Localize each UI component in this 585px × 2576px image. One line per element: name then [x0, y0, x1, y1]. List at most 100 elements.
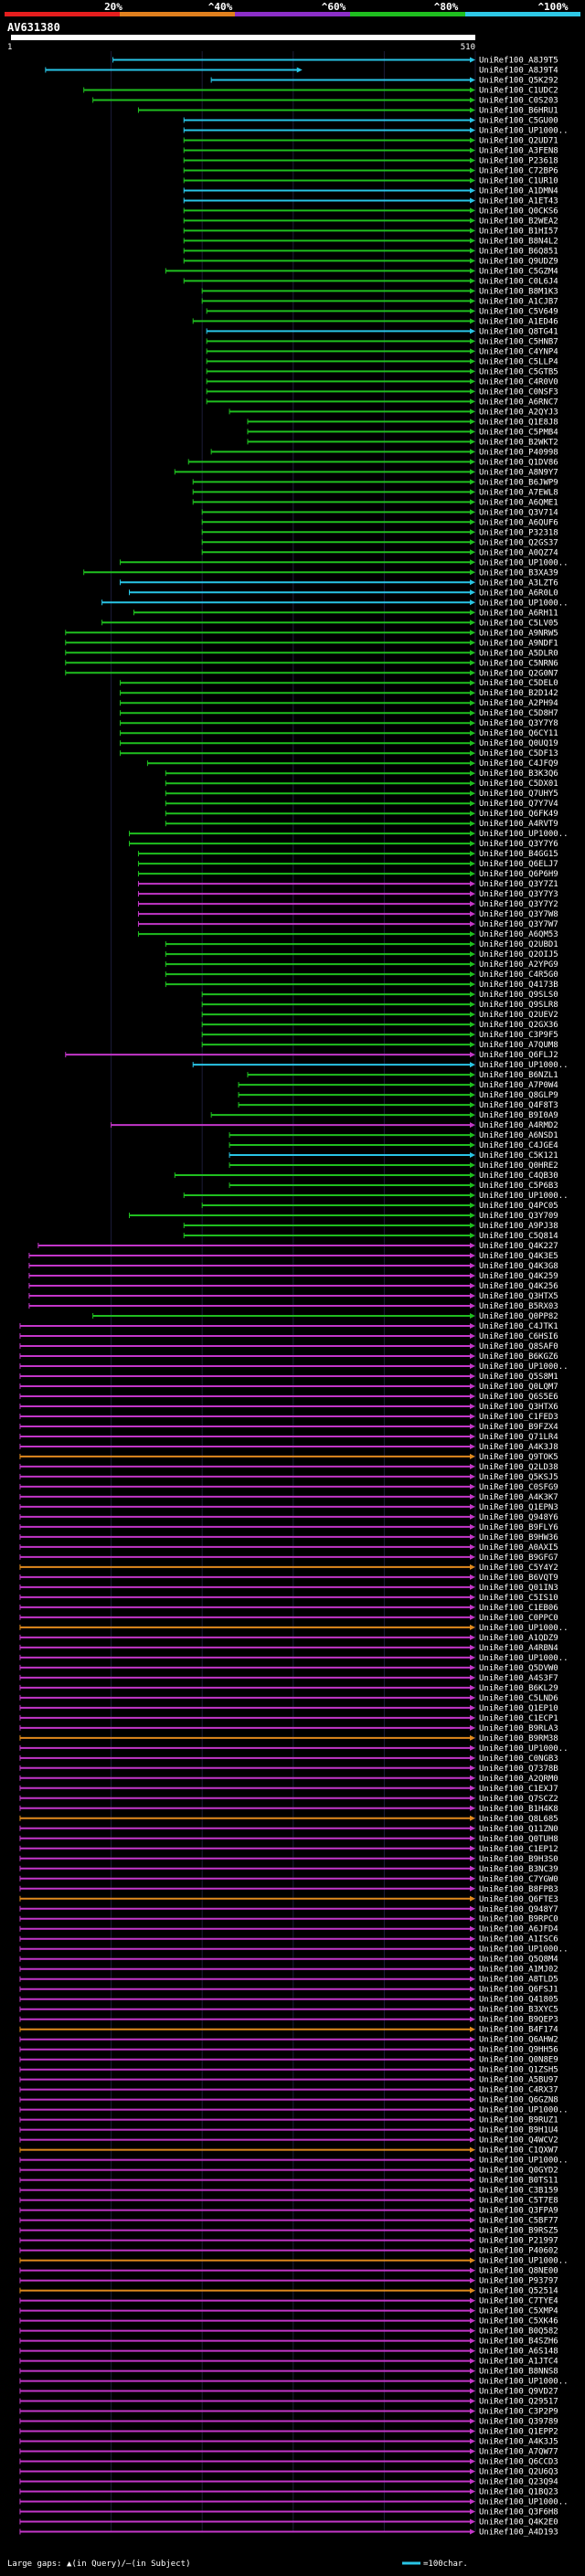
hit-label[interactable]: UniRef100_C5D8H7 — [479, 709, 558, 718]
hit-row[interactable]: UniRef100_C5Q814 — [183, 1232, 558, 1241]
hit-row[interactable]: UniRef100_Q2UD71 — [183, 136, 558, 145]
hit-label[interactable]: UniRef100_UP1000.. — [479, 2257, 569, 2266]
hit-label[interactable]: UniRef100_UP1000.. — [479, 599, 569, 608]
hit-row[interactable]: UniRef100_Q1EPP2 — [19, 2428, 558, 2437]
hit-label[interactable]: UniRef100_A8J9T5 — [479, 56, 558, 65]
hit-label[interactable]: UniRef100_P93797 — [479, 2277, 558, 2286]
hit-label[interactable]: UniRef100_UP1000.. — [479, 1945, 569, 1955]
hit-row[interactable]: UniRef100_B3NC39 — [19, 1865, 558, 1874]
hit-label[interactable]: UniRef100_C1UR10 — [479, 176, 558, 186]
hit-row[interactable]: UniRef100_C3P2P9 — [19, 2408, 558, 2417]
hit-label[interactable]: UniRef100_C5DEL0 — [479, 679, 558, 688]
hit-row[interactable]: UniRef100_P32318 — [201, 528, 558, 537]
hit-row[interactable]: UniRef100_C4R0V0 — [206, 377, 558, 387]
hit-label[interactable]: UniRef100_C5XK46 — [479, 2317, 558, 2327]
hit-label[interactable]: UniRef100_B2D142 — [479, 689, 558, 698]
hit-label[interactable]: UniRef100_C5DF13 — [479, 749, 558, 758]
hit-row[interactable]: UniRef100_Q2UEV2 — [201, 1011, 558, 1020]
hit-label[interactable]: UniRef100_C4YNP4 — [479, 347, 558, 356]
hit-label[interactable]: UniRef100_C1QXW7 — [479, 2147, 558, 2156]
hit-row[interactable]: UniRef100_Q7UHY5 — [165, 790, 558, 799]
hit-label[interactable]: UniRef100_C5LV05 — [479, 619, 558, 628]
hit-row[interactable]: UniRef100_P21997 — [19, 2237, 558, 2246]
hit-label[interactable]: UniRef100_Q8L685 — [479, 1815, 558, 1824]
hit-label[interactable]: UniRef100_Q1EPN3 — [479, 1503, 558, 1512]
hit-label[interactable]: UniRef100_A8N9Y7 — [479, 468, 558, 477]
hit-label[interactable]: UniRef100_Q7Y7V4 — [479, 800, 558, 809]
hit-label[interactable]: UniRef100_Q6CCD3 — [479, 2458, 558, 2467]
hit-label[interactable]: UniRef100_Q7UHY5 — [479, 790, 558, 799]
hit-label[interactable]: UniRef100_Q29517 — [479, 2398, 558, 2407]
hit-label[interactable]: UniRef100_C5HNB7 — [479, 337, 558, 346]
hit-label[interactable]: UniRef100_B9RM38 — [479, 1734, 558, 1744]
hit-row[interactable]: UniRef100_Q4K256 — [28, 1282, 558, 1291]
hit-label[interactable]: UniRef100_Q4F8T3 — [479, 1101, 558, 1110]
hit-label[interactable]: UniRef100_A4RVT9 — [479, 820, 558, 829]
hit-label[interactable]: UniRef100_Q2GS37 — [479, 538, 558, 547]
hit-label[interactable]: UniRef100_A8TLD5 — [479, 1976, 558, 1985]
hit-label[interactable]: UniRef100_A2YPG9 — [479, 960, 558, 970]
hit-label[interactable]: UniRef100_B8FPB3 — [479, 1885, 558, 1894]
hit-label[interactable]: UniRef100_Q4PC05 — [479, 1202, 558, 1211]
hit-label[interactable]: UniRef100_C0PPC0 — [479, 1614, 558, 1623]
hit-label[interactable]: UniRef100_Q2U6Q3 — [479, 2468, 558, 2477]
hit-row[interactable]: UniRef100_A4RBN4 — [19, 1644, 558, 1653]
hit-label[interactable]: UniRef100_C3P9F5 — [479, 1031, 558, 1040]
hit-row[interactable]: UniRef100_C7TYE4 — [19, 2297, 558, 2306]
hit-row[interactable]: UniRef100_A9PJ38 — [183, 1222, 558, 1231]
hit-row[interactable]: UniRef100_C5NRN6 — [65, 659, 558, 668]
hit-row[interactable]: UniRef100_Q6FSJ1 — [19, 1986, 558, 1995]
hit-label[interactable]: UniRef100_Q1EP10 — [479, 1704, 558, 1713]
hit-row[interactable]: UniRef100_UP1000.. — [101, 599, 569, 608]
hit-row[interactable]: UniRef100_Q2GX36 — [201, 1021, 558, 1030]
hit-label[interactable]: UniRef100_B6NZL1 — [479, 1071, 558, 1080]
hit-row[interactable]: UniRef100_A6QME1 — [192, 498, 558, 507]
hit-row[interactable]: UniRef100_Q0PP82 — [92, 1312, 558, 1321]
hit-row[interactable]: UniRef100_Q3F6H8 — [19, 2508, 558, 2518]
hit-row[interactable]: UniRef100_B9GFG7 — [19, 1553, 558, 1563]
hit-label[interactable]: UniRef100_Q2OIJ5 — [479, 950, 558, 959]
hit-row[interactable]: UniRef100_UP1000.. — [192, 1061, 569, 1070]
hit-row[interactable]: UniRef100_A4K3J8 — [19, 1443, 558, 1452]
hit-row[interactable]: UniRef100_Q3Y7Y3 — [137, 890, 558, 899]
hit-row[interactable]: UniRef100_Q9SLS0 — [201, 991, 558, 1000]
hit-label[interactable]: UniRef100_C5BF77 — [479, 2217, 558, 2226]
hit-row[interactable]: UniRef100_Q3Y709 — [128, 1212, 558, 1221]
hit-row[interactable]: UniRef100_UP1000.. — [19, 2157, 569, 2166]
hit-row[interactable]: UniRef100_A8N9Y7 — [174, 468, 558, 477]
hit-row[interactable]: UniRef100_C4YNP4 — [206, 347, 558, 356]
hit-row[interactable]: UniRef100_Q4WCV2 — [19, 2136, 558, 2146]
hit-row[interactable]: UniRef100_A4RVT9 — [165, 820, 558, 829]
hit-label[interactable]: UniRef100_A0QZ74 — [479, 548, 558, 557]
hit-label[interactable]: UniRef100_Q6ELJ7 — [479, 860, 558, 869]
hit-label[interactable]: UniRef100_Q23Q94 — [479, 2478, 558, 2487]
hit-row[interactable]: UniRef100_C5P6B3 — [229, 1182, 558, 1191]
hit-row[interactable]: UniRef100_Q1EPN3 — [19, 1503, 558, 1512]
hit-row[interactable]: UniRef100_C3P9F5 — [201, 1031, 558, 1040]
hit-row[interactable]: UniRef100_A1ED46 — [192, 317, 558, 326]
hit-row[interactable]: UniRef100_A6R0L0 — [128, 588, 558, 598]
hit-row[interactable]: UniRef100_C5DF13 — [120, 749, 558, 758]
hit-label[interactable]: UniRef100_Q8GLP9 — [479, 1091, 558, 1100]
hit-label[interactable]: UniRef100_Q3F6H8 — [479, 2508, 558, 2518]
hit-row[interactable]: UniRef100_B9RLA3 — [19, 1724, 558, 1733]
hit-row[interactable]: UniRef100_C5GU00 — [183, 116, 558, 125]
hit-row[interactable]: UniRef100_B6JWP9 — [192, 478, 558, 487]
hit-label[interactable]: UniRef100_UP1000.. — [479, 558, 569, 567]
hit-label[interactable]: UniRef100_C6HSI6 — [479, 1332, 558, 1341]
hit-row[interactable]: UniRef100_Q39789 — [19, 2418, 558, 2427]
hit-label[interactable]: UniRef100_A4RMD2 — [479, 1121, 558, 1130]
hit-row[interactable]: UniRef100_Q4K259 — [28, 1272, 558, 1281]
hit-row[interactable]: UniRef100_B9I0A9 — [210, 1111, 558, 1120]
hit-row[interactable]: UniRef100_UP1000.. — [19, 2106, 569, 2115]
hit-row[interactable]: UniRef100_Q4K3E5 — [28, 1252, 558, 1261]
hit-label[interactable]: UniRef100_A7QW77 — [479, 2448, 558, 2457]
hit-label[interactable]: UniRef100_Q6FTE3 — [479, 1895, 558, 1904]
hit-row[interactable]: UniRef100_C5LV05 — [101, 619, 558, 628]
hit-row[interactable]: UniRef100_B6KL29 — [19, 1684, 558, 1693]
hit-row[interactable]: UniRef100_B4SZH6 — [19, 2337, 558, 2347]
hit-row[interactable]: UniRef100_A4S3F7 — [19, 1674, 558, 1683]
hit-row[interactable]: UniRef100_A3LZT6 — [120, 578, 558, 588]
hit-label[interactable]: UniRef100_B0TS11 — [479, 2177, 558, 2186]
hit-row[interactable]: UniRef100_A6QUF6 — [201, 518, 558, 527]
